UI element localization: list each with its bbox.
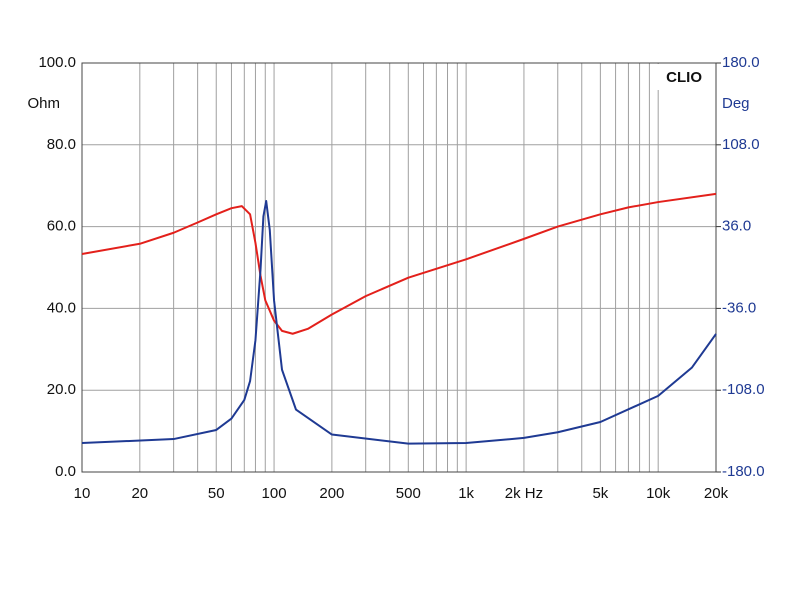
y-tick-label: 0.0 (55, 463, 76, 480)
y2-tick-label: 180.0 (722, 54, 760, 71)
y2-tick-label: -108.0 (722, 381, 765, 398)
y2-tick-label: -180.0 (722, 463, 765, 480)
x-tick-label: 500 (396, 485, 421, 502)
y2-tick-label: 108.0 (722, 136, 760, 153)
y-tick-label: 100.0 (38, 54, 76, 71)
series-line (81, 192, 717, 335)
y-tick-label: 60.0 (47, 218, 76, 235)
x-tick-label: 200 (319, 485, 344, 502)
x-tick-label: 20k (704, 485, 729, 502)
x-tick-label: 5k (592, 485, 608, 502)
series-line (81, 200, 717, 445)
y-tick-label: 80.0 (47, 136, 76, 153)
brand-box (654, 64, 715, 90)
x-tick-label: 20 (131, 485, 148, 502)
y-tick-label: 40.0 (47, 299, 76, 316)
y2-tick-label: 36.0 (722, 218, 751, 235)
x-tick-label: 1k (458, 485, 474, 502)
right-unit: Deg (722, 95, 750, 112)
x-tick-label: 2k Hz (505, 485, 543, 502)
x-tick-label: 10 (74, 485, 91, 502)
left-unit: Ohm (27, 95, 60, 112)
x-tick-label: 50 (208, 485, 225, 502)
brand: CLIO (666, 69, 702, 86)
x-tick-label: 10k (646, 485, 671, 502)
plot-frame (81, 62, 717, 473)
y-tick-label: 20.0 (47, 381, 76, 398)
y2-tick-label: -36.0 (722, 299, 756, 316)
x-tick-label: 100 (262, 485, 287, 502)
